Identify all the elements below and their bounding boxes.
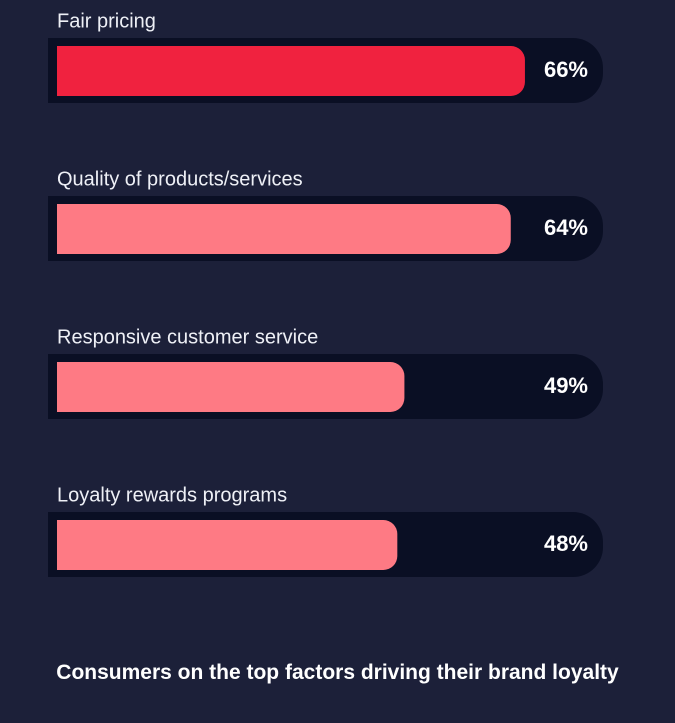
bar xyxy=(57,362,405,412)
chart-title: Consumers on the top factors driving the… xyxy=(56,661,619,684)
category-label: Fair pricing xyxy=(57,10,156,32)
category-label: Responsive customer service xyxy=(57,326,318,348)
value-label: 64% xyxy=(544,215,588,240)
value-label: 49% xyxy=(544,373,588,398)
bar xyxy=(57,204,511,254)
category-label: Loyalty rewards programs xyxy=(57,484,287,506)
value-label: 66% xyxy=(544,57,588,82)
value-label: 48% xyxy=(544,531,588,556)
bar xyxy=(57,520,398,570)
chart: Fair pricing 66% Quality of products/servi… xyxy=(48,10,603,577)
bar xyxy=(57,46,525,96)
category-label: Quality of products/services xyxy=(57,168,303,190)
